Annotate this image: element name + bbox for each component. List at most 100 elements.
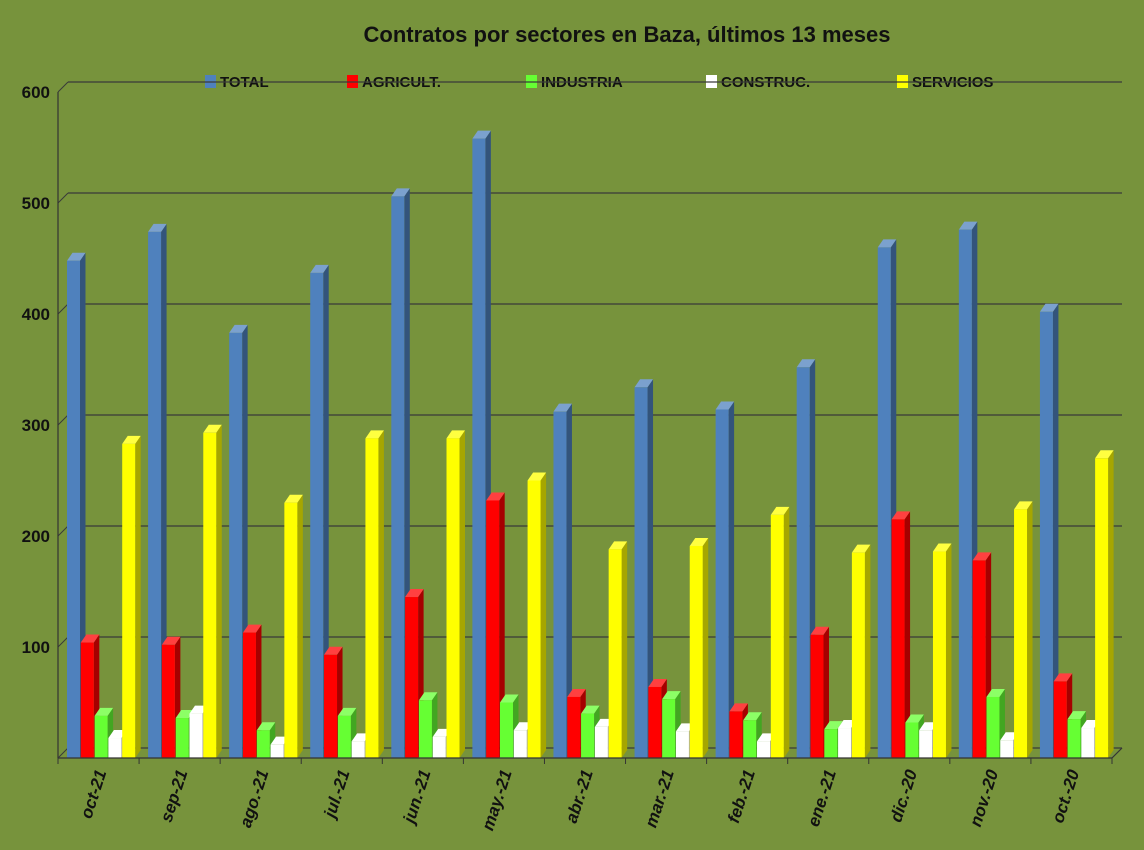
- bars: [67, 130, 1114, 759]
- bar-front: [662, 699, 676, 758]
- bar-top: [324, 646, 343, 655]
- x-tick-label: mar.-21: [641, 767, 677, 830]
- bar-front: [919, 730, 933, 758]
- bar-servicios-sep-21: [203, 424, 222, 758]
- bar-top: [824, 721, 843, 730]
- bar-front: [743, 720, 757, 758]
- bar-front: [270, 744, 284, 758]
- bar-front: [757, 741, 771, 758]
- bar-front: [122, 443, 136, 758]
- bar-side: [1027, 501, 1033, 758]
- bar-top: [405, 589, 424, 598]
- y-tick-label: 200: [22, 527, 50, 546]
- bar-front: [284, 502, 298, 758]
- bar-front: [499, 702, 513, 758]
- bar-front: [851, 552, 865, 758]
- bar-total-feb.-21: [715, 401, 735, 758]
- bar-front: [365, 438, 379, 758]
- y-tick-label: 300: [22, 416, 50, 435]
- bar-top: [229, 324, 248, 333]
- y-tick-label: 600: [22, 83, 50, 102]
- bar-servicios-oct-21: [122, 435, 141, 758]
- bar-side: [540, 472, 547, 758]
- bar-front: [796, 367, 810, 758]
- bar-top: [242, 624, 262, 633]
- bar-top: [1039, 303, 1059, 312]
- bar-industria-oct-21: [94, 707, 114, 758]
- x-tick-label: feb.-21: [724, 767, 759, 825]
- bar-top: [472, 130, 491, 139]
- bar-servicios-oct.-20: [1095, 450, 1114, 758]
- bar-front: [527, 480, 541, 758]
- bar-front: [391, 196, 405, 759]
- bar-top: [446, 430, 466, 439]
- bar-top: [743, 712, 762, 721]
- bar-front: [567, 696, 581, 758]
- bar-front: [1053, 681, 1067, 758]
- bar-front: [891, 519, 905, 758]
- bar-front: [189, 713, 203, 758]
- x-tick-label: oct.-20: [1048, 767, 1083, 826]
- bar-front: [446, 438, 460, 758]
- bar-agricult-ago.-21: [242, 624, 262, 758]
- x-tick-label: jul.-21: [320, 767, 354, 821]
- bar-side: [161, 223, 167, 759]
- gridline-600-depth: [57, 81, 69, 93]
- bar-top: [634, 379, 654, 388]
- bar-top: [256, 722, 276, 731]
- bar-front: [608, 549, 622, 758]
- bar-side: [499, 492, 505, 758]
- bar-top: [418, 692, 438, 701]
- bar-top: [932, 543, 952, 552]
- bar-side: [297, 494, 303, 758]
- bar-top: [148, 223, 167, 232]
- bar-top: [1095, 450, 1114, 459]
- bar-top: [553, 403, 572, 412]
- bar-side: [904, 511, 911, 758]
- y-tick-label: 400: [22, 305, 50, 324]
- bar-front: [675, 731, 689, 758]
- bar-top: [715, 401, 735, 410]
- bar-front: [770, 514, 784, 758]
- bar-top: [161, 636, 181, 645]
- bar-side: [728, 401, 735, 758]
- bar-side: [135, 435, 141, 758]
- bar-top: [80, 634, 100, 643]
- bar-total-sep-21: [148, 223, 167, 759]
- bar-front: [553, 411, 567, 758]
- bar-front: [405, 597, 419, 758]
- bar-front: [80, 642, 94, 758]
- bar-top: [499, 694, 519, 703]
- bar-front: [229, 332, 243, 758]
- bar-agricult-dic.-20: [891, 511, 911, 758]
- gridline-300-depth: [57, 414, 69, 426]
- bar-front: [648, 686, 662, 758]
- bar-agricult-may.-21: [486, 492, 505, 758]
- bar-front: [1000, 740, 1014, 758]
- bar-top: [567, 688, 586, 697]
- bar-top: [729, 703, 748, 712]
- bar-side: [255, 624, 262, 758]
- bar-top: [958, 221, 978, 230]
- x-tick-label: ago.-21: [236, 767, 272, 829]
- bar-top: [486, 492, 505, 501]
- bar-top: [1053, 673, 1073, 682]
- bar-front: [337, 715, 351, 758]
- bar-top: [527, 472, 547, 481]
- bar-front: [715, 409, 729, 758]
- bar-top: [67, 252, 86, 261]
- bar-total-mar.-21: [634, 379, 654, 758]
- y-tick-label: 100: [22, 638, 50, 657]
- gridline-200-depth: [57, 525, 69, 537]
- bar-side: [702, 537, 709, 758]
- bar-side: [945, 543, 952, 758]
- bar-front: [472, 138, 486, 758]
- bar-front: [689, 545, 703, 758]
- bar-servicios-jun.-21: [446, 430, 466, 758]
- bar-servicios-may.-21: [527, 472, 547, 758]
- bar-servicios-ene.-21: [851, 544, 871, 758]
- bar-front: [594, 726, 608, 758]
- bar-top: [391, 188, 410, 197]
- bar-front: [486, 500, 500, 758]
- bar-top: [1014, 501, 1033, 510]
